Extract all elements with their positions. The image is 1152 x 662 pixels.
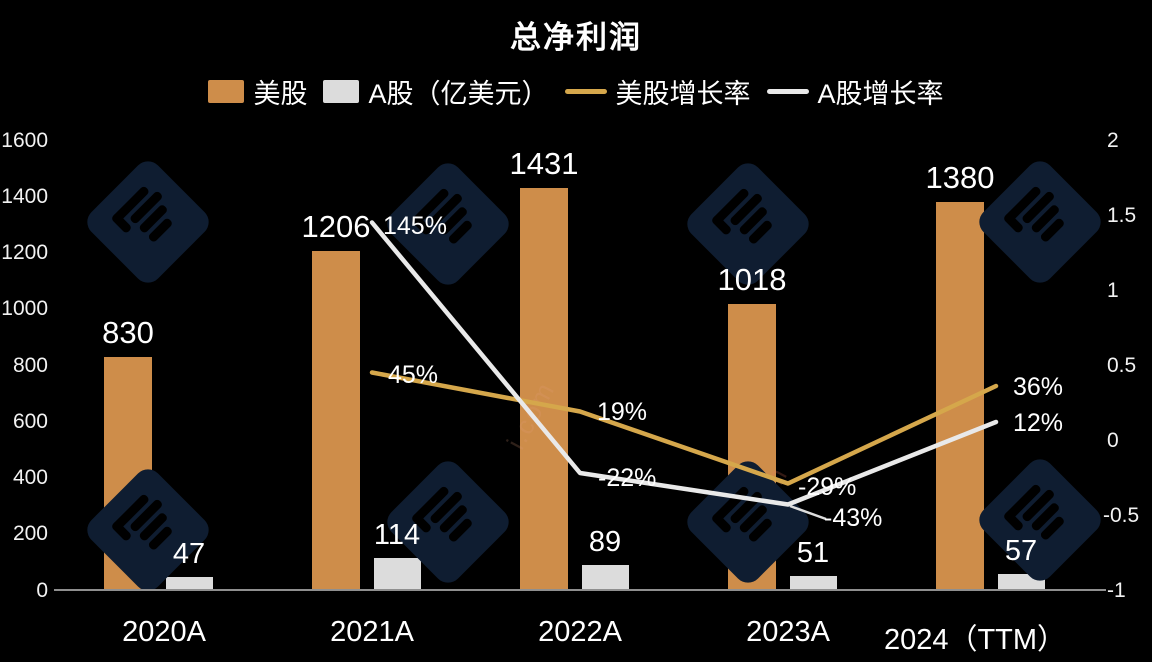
left-axis-tick: 400 [12, 466, 48, 489]
left-axis-tick: 1000 [1, 297, 48, 320]
bar-cn-2020 [166, 577, 213, 590]
legend: 美股 A股（亿美元） 美股增长率 A股增长率 [0, 72, 1152, 111]
cn-growth-line [369, 220, 999, 507]
legend-item-us-bar: 美股 [208, 72, 307, 111]
bar-cn-2023 [790, 576, 837, 590]
right-axis-tick: 1 [1107, 279, 1119, 302]
line-point-label: -43% [824, 504, 883, 532]
us-growth-line [369, 370, 999, 486]
bar-value-label: 57 [1004, 535, 1038, 567]
left-axis-tick: 200 [12, 522, 48, 545]
label-connector-line [789, 504, 827, 521]
cn-line-swatch-icon [766, 89, 809, 94]
bar-value-label: 1206 [301, 209, 371, 244]
bar-value-label: 89 [588, 526, 622, 558]
left-axis-tick: 0 [36, 579, 48, 602]
right-axis-tick: 0 [1107, 429, 1119, 452]
bar-value-label: 51 [796, 537, 830, 569]
left-axis-tick: 1200 [1, 241, 48, 264]
right-axis-tick: -0.5 [1103, 504, 1140, 527]
right-axis-tick: 0.5 [1107, 354, 1137, 377]
legend-label: 美股 [253, 79, 308, 109]
line-point-label: -22% [598, 464, 657, 492]
bar-value-label: 1431 [509, 146, 579, 181]
right-axis-tick: -1 [1107, 579, 1126, 602]
us-bar-swatch-icon [208, 80, 245, 103]
x-axis-label: 2024（TTM） [883, 624, 1067, 656]
bar-value-label: 1018 [717, 262, 787, 297]
left-axis-tick: 600 [12, 410, 48, 433]
left-axis-tick: 1600 [1, 129, 48, 152]
line-point-label: 45% [388, 361, 439, 389]
line-point-label: 19% [597, 398, 648, 426]
left-axis-tick: 1400 [1, 185, 48, 208]
x-axis-label: 2023A [746, 616, 830, 648]
right-axis-tick: 2 [1107, 129, 1119, 152]
legend-label: A股增长率 [817, 79, 944, 109]
bar-value-label: 1380 [925, 160, 995, 195]
x-axis-line [54, 589, 1106, 591]
bar-value-label: 830 [102, 315, 154, 350]
left-axis-tick: 800 [12, 354, 48, 377]
line-point-label: 12% [1013, 409, 1064, 437]
x-axis-label: 2022A [538, 616, 622, 648]
legend-item-cn-line: A股增长率 [766, 72, 944, 111]
us-line-swatch-icon [564, 89, 607, 94]
legend-item-cn-bar: A股（亿美元） [323, 72, 549, 111]
bar-cn-2021 [374, 558, 421, 590]
bar-value-label: 114 [373, 519, 421, 551]
legend-item-us-line: 美股增长率 [564, 72, 751, 111]
x-axis-label: 2020A [122, 616, 206, 648]
x-axis-label: 2021A [330, 616, 414, 648]
bar-us-2022 [520, 188, 568, 590]
bar-value-label: 47 [172, 538, 206, 570]
line-point-label: -29% [798, 473, 857, 501]
chart-title: 总净利润 [510, 20, 642, 55]
bar-us-2021 [312, 251, 360, 590]
line-point-label: 145% [383, 212, 447, 240]
legend-label: 美股增长率 [615, 79, 751, 109]
cn-bar-swatch-icon [323, 80, 360, 103]
line-point-label: 36% [1013, 373, 1064, 401]
bar-cn-2022 [582, 565, 629, 590]
right-axis-tick: 1.5 [1107, 204, 1137, 227]
legend-label: A股（亿美元） [368, 79, 549, 109]
